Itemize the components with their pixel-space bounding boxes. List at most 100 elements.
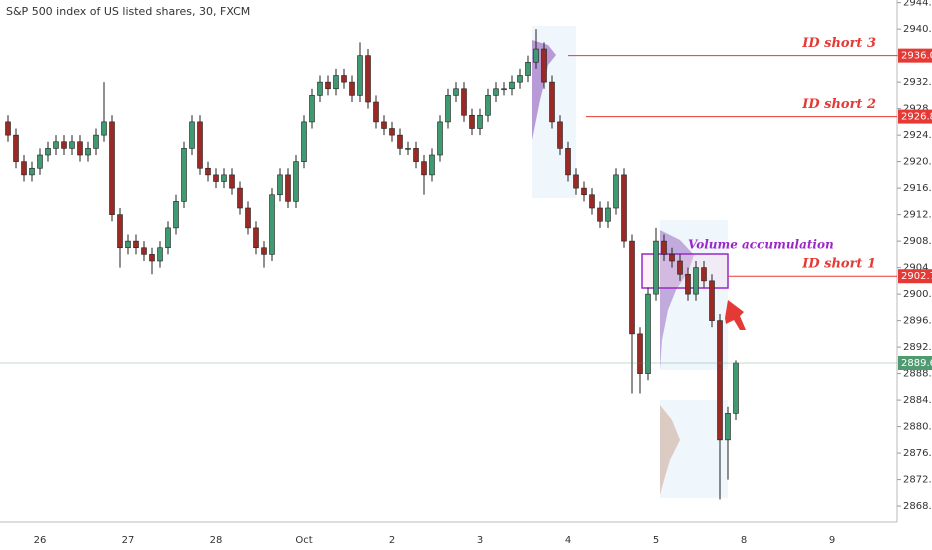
candle-body bbox=[229, 174, 235, 189]
candle-body bbox=[69, 141, 75, 149]
candle-body bbox=[133, 240, 139, 249]
candle-body bbox=[653, 240, 659, 295]
candle-body bbox=[733, 362, 739, 414]
y-tick-label: 2928.0 bbox=[903, 104, 932, 115]
candle-body bbox=[173, 201, 179, 229]
price-badge-label: 2936.0 bbox=[901, 51, 932, 62]
candle-body bbox=[453, 88, 459, 96]
candle-body bbox=[389, 128, 395, 136]
candle-body bbox=[253, 227, 259, 249]
candle-body bbox=[725, 413, 731, 441]
y-tick-label: 2896.0 bbox=[903, 316, 932, 327]
candle-body bbox=[605, 207, 611, 222]
candle-body bbox=[461, 88, 467, 116]
y-tick-label: 2932.0 bbox=[903, 77, 932, 88]
candle-body bbox=[541, 48, 547, 83]
candle-body bbox=[405, 148, 411, 150]
candle-body bbox=[13, 134, 19, 162]
candle-body bbox=[349, 81, 355, 96]
candle-body bbox=[309, 95, 315, 123]
x-tick-label: 5 bbox=[653, 535, 659, 546]
level-text: ID short 2 bbox=[801, 97, 876, 112]
candle-body bbox=[589, 194, 595, 209]
candle-body bbox=[29, 167, 35, 176]
candle-body bbox=[237, 187, 243, 209]
x-tick-label: 3 bbox=[477, 535, 483, 546]
candle-body bbox=[213, 174, 219, 182]
candle-body bbox=[301, 121, 307, 162]
candle-body bbox=[613, 174, 619, 209]
candle-body bbox=[149, 254, 155, 262]
x-tick-label: 26 bbox=[34, 535, 47, 546]
plane-icon bbox=[725, 300, 746, 330]
candle-body bbox=[429, 154, 435, 176]
candle-body bbox=[285, 174, 291, 202]
candle-body bbox=[437, 121, 443, 156]
price-badge bbox=[898, 356, 932, 371]
x-tick-label: 2 bbox=[389, 535, 395, 546]
candle-body bbox=[269, 194, 275, 255]
price-badge bbox=[898, 269, 932, 284]
candle-body bbox=[477, 114, 483, 129]
candle-body bbox=[333, 75, 339, 90]
candle-body bbox=[421, 161, 427, 176]
candle-body bbox=[677, 260, 683, 275]
candle-body bbox=[717, 320, 723, 441]
y-tick-label: 2900.0 bbox=[903, 289, 932, 300]
candle-body bbox=[693, 267, 699, 295]
candle-body bbox=[45, 148, 51, 156]
candle-body bbox=[141, 247, 147, 255]
candle-body bbox=[53, 141, 59, 149]
candle-body bbox=[189, 121, 195, 149]
y-tick-label: 2940.0 bbox=[903, 24, 932, 35]
candle-body bbox=[381, 121, 387, 129]
candle-body bbox=[645, 293, 651, 374]
candle-body bbox=[533, 48, 539, 63]
candle-body bbox=[109, 121, 115, 215]
candle-body bbox=[573, 174, 579, 189]
volume-profile bbox=[532, 40, 556, 140]
price-badge-label: 2889.6 bbox=[901, 358, 932, 369]
candle-body bbox=[445, 95, 451, 123]
annotation: Volume accumulation bbox=[688, 238, 834, 252]
candle-body bbox=[661, 240, 667, 255]
candle-body bbox=[93, 134, 99, 149]
y-tick-label: 2888.0 bbox=[903, 369, 932, 380]
x-tick-label: 4 bbox=[565, 535, 571, 546]
candle-body bbox=[517, 75, 523, 83]
y-tick-label: 2912.0 bbox=[903, 210, 932, 221]
candle-body bbox=[469, 114, 475, 129]
candle-body bbox=[85, 148, 91, 156]
candle-body bbox=[525, 61, 531, 76]
candle-body bbox=[485, 95, 491, 116]
y-tick-label: 2880.0 bbox=[903, 422, 932, 433]
candle-body bbox=[157, 247, 163, 262]
candle-body bbox=[77, 141, 83, 156]
y-tick-label: 2872.0 bbox=[903, 475, 932, 486]
candle-body bbox=[181, 148, 187, 202]
y-tick-label: 2904.0 bbox=[903, 263, 932, 274]
level-text: ID short 3 bbox=[801, 36, 876, 51]
x-tick-label: 9 bbox=[829, 535, 835, 546]
candle-body bbox=[621, 174, 627, 242]
y-tick-label: 2892.0 bbox=[903, 342, 932, 353]
candle-body bbox=[325, 81, 331, 90]
volume-profile-area bbox=[660, 220, 728, 370]
candle-body bbox=[701, 267, 707, 282]
candle-body bbox=[669, 254, 675, 262]
candle-body bbox=[101, 121, 107, 136]
candle-body bbox=[341, 75, 347, 83]
candle-body bbox=[221, 174, 227, 182]
candle-body bbox=[261, 247, 267, 255]
candle-body bbox=[61, 141, 67, 149]
candle-body bbox=[165, 227, 171, 249]
candle-body bbox=[277, 174, 283, 196]
candle-body bbox=[205, 167, 211, 176]
candle-body bbox=[685, 273, 691, 295]
candle-body bbox=[597, 207, 603, 222]
candle-body bbox=[365, 55, 371, 103]
x-tick-label: 8 bbox=[741, 535, 747, 546]
candle-body bbox=[125, 240, 131, 249]
candle-body bbox=[397, 134, 403, 149]
